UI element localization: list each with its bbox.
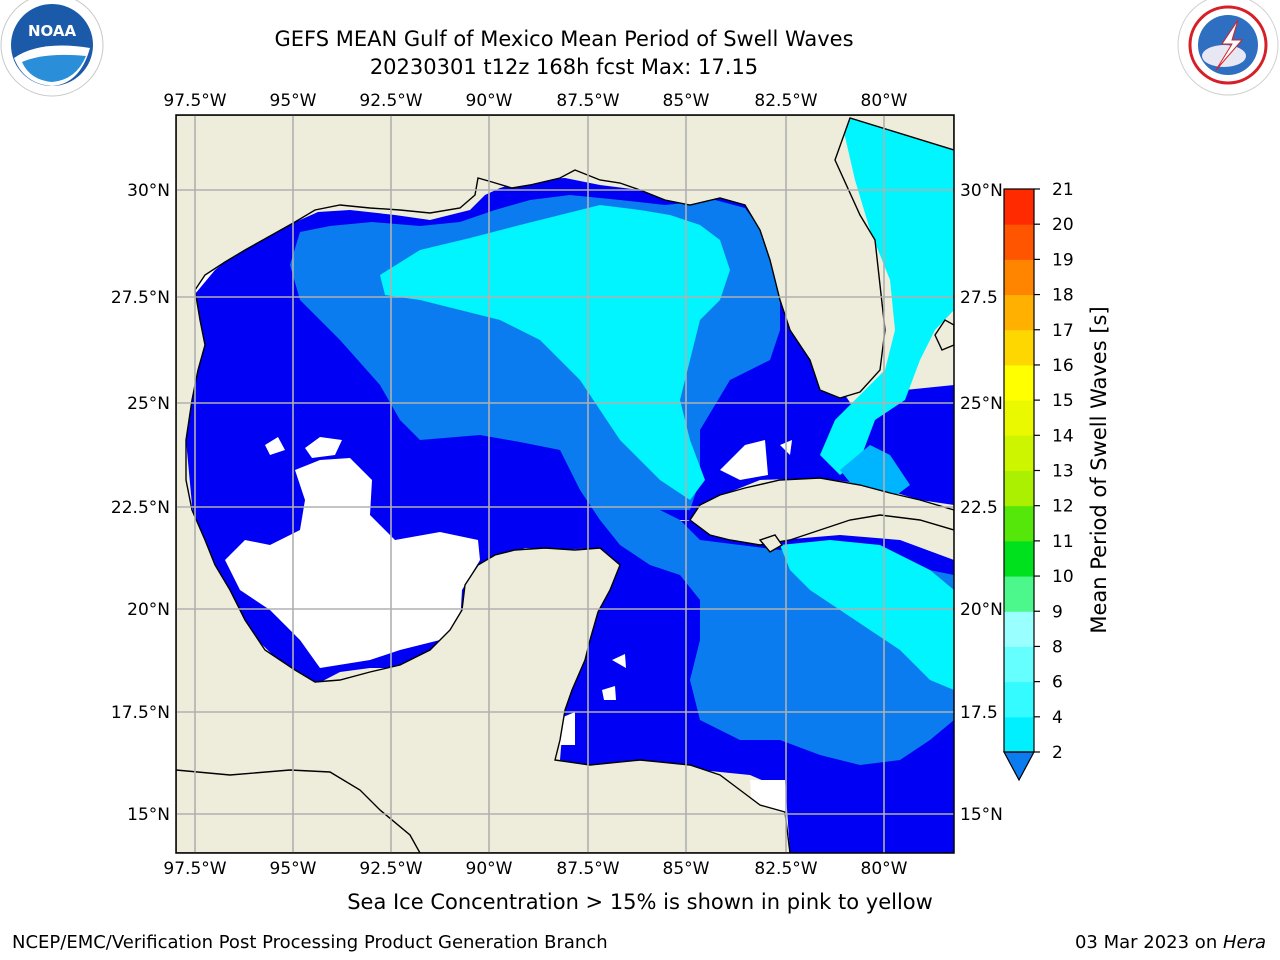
colorbar-tick-label: 12 <box>1052 497 1074 517</box>
colorbar-tick-label: 19 <box>1052 250 1074 270</box>
lon-label: 97.5°W <box>163 91 226 111</box>
colorbar-tick-label: 16 <box>1052 356 1074 376</box>
lon-label: 90°W <box>466 91 513 111</box>
footer-credit: NCEP/EMC/Verification Post Processing Pr… <box>12 932 608 953</box>
lon-label: 87.5°W <box>556 859 619 879</box>
lat-label: 15°N <box>127 805 170 825</box>
lat-label: 30°N <box>127 181 170 201</box>
colorbar-segment <box>1004 224 1034 260</box>
coastline <box>176 115 954 853</box>
nws-logo <box>1177 0 1279 96</box>
map-area <box>176 115 954 853</box>
lat-labels-right: 30°N 27.5 25°N 22.5 20°N 17.5 15°N <box>960 181 1003 825</box>
colorbar-segment <box>1004 400 1034 436</box>
colorbar-tick-label: 18 <box>1052 286 1074 306</box>
lon-label: 80°W <box>861 859 908 879</box>
colorbar-tick-label: 2 <box>1052 743 1063 763</box>
colorbar-label: Mean Period of Swell Waves [s] <box>1087 306 1111 633</box>
noaa-logo: NOAA <box>0 0 104 97</box>
svg-text:NOAA: NOAA <box>28 22 77 40</box>
lat-label: 22.5 <box>960 498 998 518</box>
chart-title: GEFS MEAN Gulf of Mexico Mean Period of … <box>274 27 854 51</box>
colorbar-segment <box>1004 576 1034 612</box>
sea-ice-note: Sea Ice Concentration > 15% is shown in … <box>347 890 933 914</box>
lat-label: 22.5°N <box>111 498 170 518</box>
colorbar-segment <box>1004 611 1034 647</box>
lon-label: 95°W <box>270 91 317 111</box>
caribbean-cyan-swell <box>780 540 954 690</box>
lat-label: 27.5 <box>960 288 998 308</box>
colorbar-segment <box>1004 364 1034 401</box>
lat-labels-left: 30°N 27.5°N 25°N 22.5°N 20°N 17.5°N 15°N <box>111 181 170 825</box>
colorbar-tick-label: 8 <box>1052 637 1063 657</box>
lon-label: 87.5°W <box>556 91 619 111</box>
footer-machine: Hera <box>1222 932 1266 953</box>
colorbar-tick-label: 14 <box>1052 426 1074 446</box>
lon-label: 97.5°W <box>163 859 226 879</box>
lat-label: 25°N <box>960 394 1003 414</box>
atlantic-cyan-swell <box>820 115 954 475</box>
colorbar-segment <box>1004 470 1034 507</box>
colorbar-tick-label: 21 <box>1052 180 1074 200</box>
colorbar-segment <box>1004 505 1034 542</box>
colorbar-segment <box>1004 681 1034 718</box>
lon-label: 82.5°W <box>754 859 817 879</box>
lat-label: 30°N <box>960 181 1003 201</box>
lat-label: 27.5°N <box>111 288 170 308</box>
lat-label: 15°N <box>960 805 1003 825</box>
colorbar-segment <box>1004 294 1034 331</box>
colorbar-extension <box>1002 751 1036 782</box>
colorbar-segment <box>1004 435 1034 471</box>
colorbar-segment <box>1004 646 1034 683</box>
lon-label: 85°W <box>663 91 710 111</box>
colorbar-segment <box>1004 716 1034 753</box>
lon-labels-bottom: 97.5°W 95°W 92.5°W 90°W 87.5°W 85°W 82.5… <box>163 859 907 879</box>
colorbar-tick-label: 6 <box>1052 673 1063 693</box>
lat-label: 20°N <box>960 600 1003 620</box>
lon-label: 90°W <box>466 859 513 879</box>
colorbar-tick-label: 11 <box>1052 532 1074 552</box>
colorbar-tick-label: 4 <box>1052 708 1063 728</box>
lon-label: 85°W <box>663 859 710 879</box>
colorbar-segment <box>1004 540 1034 577</box>
lon-labels-top: 97.5°W 95°W 92.5°W 90°W 87.5°W 85°W 82.5… <box>163 91 907 111</box>
lat-label: 17.5°N <box>111 703 170 723</box>
chart-subtitle: 20230301 t12z 168h fcst Max: 17.15 <box>369 55 759 79</box>
colorbar: 2 4 6 8 9 10 11 12 13 14 15 16 17 18 19 20 21 <box>1002 180 1074 782</box>
gulf-cyan-swell <box>380 205 730 500</box>
colorbar-segment <box>1004 189 1034 225</box>
lat-label: 20°N <box>127 600 170 620</box>
map-frame <box>175 114 955 854</box>
colorbar-segment <box>1004 259 1034 296</box>
colorbar-segment <box>1004 329 1034 366</box>
colorbar-tick-label: 15 <box>1052 391 1074 411</box>
lat-label: 25°N <box>127 394 170 414</box>
lon-label: 95°W <box>270 859 317 879</box>
lon-label: 80°W <box>861 91 908 111</box>
map-gridlines <box>176 115 954 853</box>
colorbar-tick-label: 10 <box>1052 567 1074 587</box>
footer-date: 03 Mar 2023 on Hera <box>1074 932 1266 953</box>
colorbar-tick-label: 9 <box>1052 602 1063 622</box>
lat-label: 17.5 <box>960 703 998 723</box>
colorbar-tick-label: 20 <box>1052 215 1074 235</box>
colorbar-tick-label: 17 <box>1052 321 1074 341</box>
lon-label: 82.5°W <box>754 91 817 111</box>
lon-label: 92.5°W <box>359 859 422 879</box>
lon-label: 92.5°W <box>359 91 422 111</box>
caribbean-mid-swell <box>560 450 954 765</box>
colorbar-tick-label: 13 <box>1052 462 1074 482</box>
